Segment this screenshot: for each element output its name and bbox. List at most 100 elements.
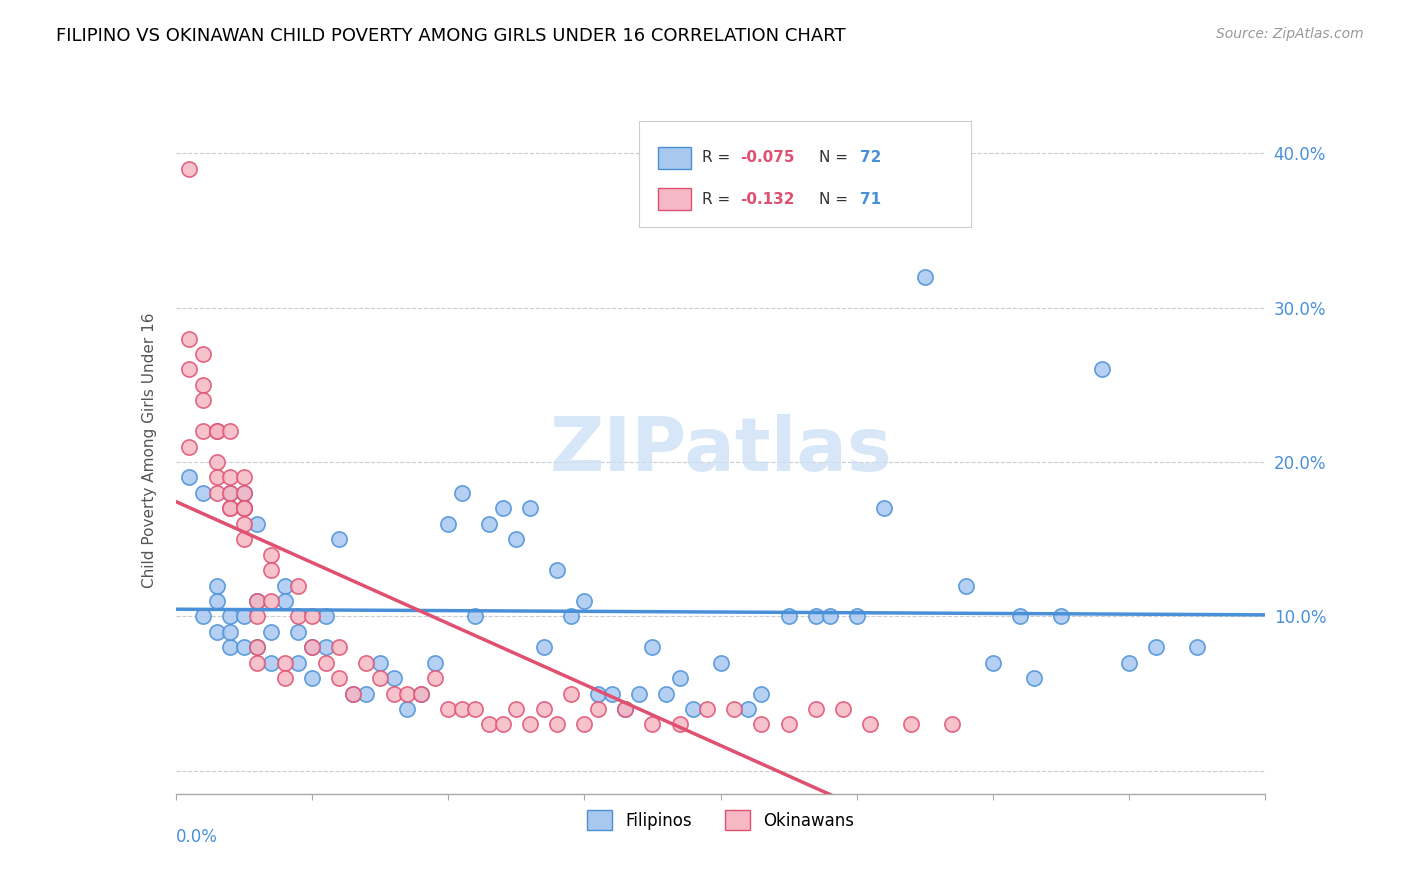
- Point: [1022, 671, 1045, 685]
- Point: [396, 702, 419, 716]
- Point: [818, 609, 841, 624]
- Point: [859, 717, 882, 731]
- Point: [778, 609, 800, 624]
- Point: [941, 717, 963, 731]
- Point: [232, 609, 254, 624]
- Point: [437, 702, 460, 716]
- Point: [505, 532, 527, 546]
- Point: [533, 702, 555, 716]
- Point: [232, 501, 254, 516]
- Point: [845, 609, 868, 624]
- Text: R =: R =: [702, 151, 735, 165]
- Point: [219, 424, 242, 438]
- Point: [519, 717, 541, 731]
- Point: [219, 624, 242, 639]
- Point: [342, 687, 364, 701]
- Point: [191, 486, 214, 500]
- Point: [205, 578, 228, 592]
- Point: [246, 516, 269, 531]
- Point: [301, 671, 323, 685]
- Text: N =: N =: [818, 192, 852, 207]
- Point: [382, 687, 405, 701]
- Point: [205, 486, 228, 500]
- Text: -0.075: -0.075: [740, 151, 794, 165]
- Bar: [658, 147, 692, 169]
- Point: [260, 656, 283, 670]
- Point: [546, 563, 568, 577]
- Point: [219, 609, 242, 624]
- Point: [1010, 609, 1032, 624]
- Point: [751, 717, 773, 731]
- Point: [301, 640, 323, 655]
- Point: [696, 702, 718, 716]
- Point: [232, 501, 254, 516]
- Point: [804, 702, 827, 716]
- Point: [205, 470, 228, 484]
- Point: [219, 486, 242, 500]
- Point: [191, 393, 214, 408]
- Point: [955, 578, 977, 592]
- Point: [301, 640, 323, 655]
- Text: 0.0%: 0.0%: [176, 828, 218, 847]
- Point: [641, 640, 664, 655]
- Point: [179, 440, 201, 454]
- Point: [274, 671, 297, 685]
- Point: [546, 717, 568, 731]
- Point: [832, 702, 855, 716]
- Point: [981, 656, 1004, 670]
- Text: 71: 71: [860, 192, 882, 207]
- Point: [191, 424, 214, 438]
- Point: [232, 486, 254, 500]
- Point: [179, 470, 201, 484]
- Point: [246, 656, 269, 670]
- Point: [382, 671, 405, 685]
- Point: [205, 594, 228, 608]
- Point: [614, 702, 637, 716]
- Point: [260, 624, 283, 639]
- Point: [328, 671, 350, 685]
- Point: [492, 717, 515, 731]
- Point: [478, 717, 501, 731]
- Point: [655, 687, 678, 701]
- Point: [1144, 640, 1167, 655]
- Point: [478, 516, 501, 531]
- Point: [246, 594, 269, 608]
- Text: -0.132: -0.132: [740, 192, 794, 207]
- Point: [219, 501, 242, 516]
- Point: [315, 656, 337, 670]
- Point: [287, 624, 309, 639]
- Point: [614, 702, 637, 716]
- Point: [423, 656, 446, 670]
- Point: [586, 702, 609, 716]
- Point: [260, 563, 283, 577]
- Point: [205, 424, 228, 438]
- Point: [232, 501, 254, 516]
- Point: [328, 532, 350, 546]
- Point: [492, 501, 515, 516]
- Point: [191, 609, 214, 624]
- Point: [560, 609, 582, 624]
- Point: [900, 717, 922, 731]
- Point: [519, 501, 541, 516]
- Point: [232, 470, 254, 484]
- Point: [804, 609, 827, 624]
- Point: [232, 486, 254, 500]
- Point: [342, 687, 364, 701]
- Point: [368, 656, 391, 670]
- Text: Source: ZipAtlas.com: Source: ZipAtlas.com: [1216, 27, 1364, 41]
- Point: [600, 687, 623, 701]
- Point: [260, 548, 283, 562]
- Point: [356, 656, 378, 670]
- Point: [778, 717, 800, 731]
- Point: [246, 640, 269, 655]
- Text: ZIPatlas: ZIPatlas: [550, 414, 891, 487]
- Point: [368, 671, 391, 685]
- Point: [232, 516, 254, 531]
- Point: [232, 640, 254, 655]
- Bar: [658, 188, 692, 211]
- Point: [260, 594, 283, 608]
- Point: [274, 578, 297, 592]
- Point: [751, 687, 773, 701]
- Text: FILIPINO VS OKINAWAN CHILD POVERTY AMONG GIRLS UNDER 16 CORRELATION CHART: FILIPINO VS OKINAWAN CHILD POVERTY AMONG…: [56, 27, 846, 45]
- Point: [232, 532, 254, 546]
